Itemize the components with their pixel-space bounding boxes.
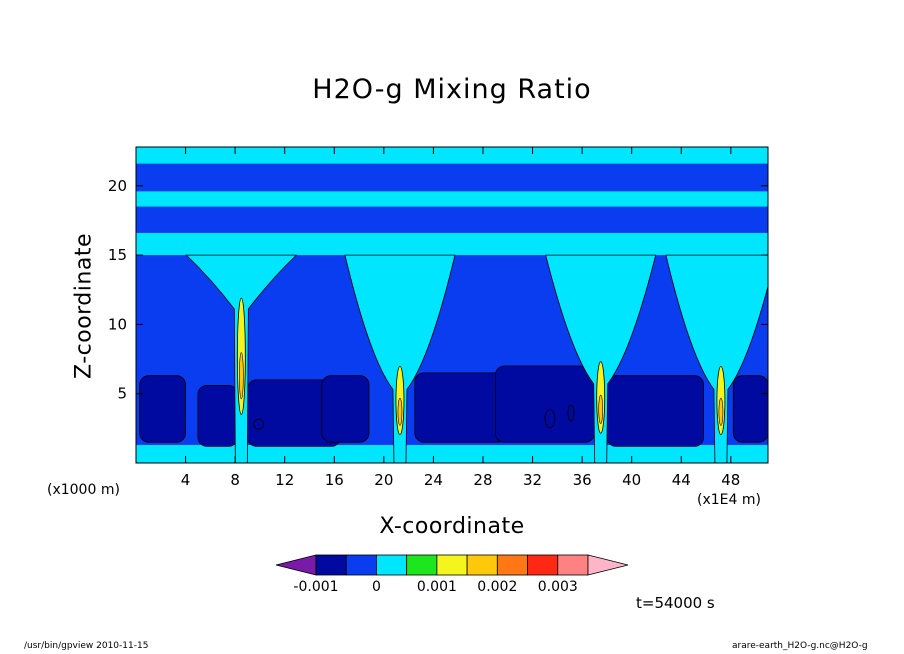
colorbar-box [496, 554, 528, 576]
colorbar: -0.001 0 0.001 0.002 0.003 [275, 554, 629, 595]
dry-core-0 [253, 418, 265, 430]
colorbar-box [466, 554, 498, 576]
column-plume-1 [344, 254, 456, 463]
dry-core-1 [544, 409, 556, 429]
column-peak-2 [598, 394, 604, 424]
x-tick-label: 44 [672, 471, 691, 489]
x-tick-label: 28 [473, 471, 492, 489]
colorbar-label: 0 [372, 579, 381, 595]
contour-field [136, 147, 768, 463]
colorbar-box [406, 554, 438, 576]
x-tick-label: 12 [275, 471, 294, 489]
dry-core-2 [567, 404, 575, 422]
x-tick-label: 24 [424, 471, 443, 489]
x-tick-label: 48 [721, 471, 740, 489]
upper-band [136, 206, 768, 233]
y-tick-label: 15 [108, 246, 127, 264]
x-tick-label: 8 [230, 471, 240, 489]
column-peak-3 [718, 397, 724, 426]
column-plume-2 [545, 254, 657, 463]
x-tick-label: 16 [325, 471, 344, 489]
column-peak-0 [239, 352, 244, 400]
x-unit-right: (x1E4 m) [697, 492, 761, 508]
lower-layer [136, 444, 768, 463]
x-tick-label: 36 [573, 471, 592, 489]
upper-band [136, 163, 768, 192]
footer-left: /usr/bin/gpview 2010-11-15 [24, 641, 149, 651]
colorbar-label: 0.001 [417, 579, 457, 595]
x-tick-label: 40 [622, 471, 641, 489]
colorbar-min-arrow [275, 554, 317, 576]
colorbar-box [376, 554, 408, 576]
y-tick-label: 5 [117, 385, 127, 403]
x-tick-label: 32 [523, 471, 542, 489]
colorbar-box [315, 554, 347, 576]
colorbar-box [345, 554, 377, 576]
chart-title: H2O-g Mixing Ratio [312, 74, 592, 105]
dry-block-3 [321, 375, 370, 443]
y-tick-label: 10 [108, 315, 127, 333]
column-peak-1 [397, 397, 403, 426]
dry-block-5 [494, 365, 595, 443]
dry-block-7 [732, 375, 768, 443]
colorbar-box [557, 554, 589, 576]
colorbar-box [527, 554, 559, 576]
colorbar-label: -0.001 [293, 579, 338, 595]
dry-block-0 [139, 375, 186, 443]
y-tick-label: 20 [108, 177, 127, 195]
column-plume-3 [665, 254, 768, 463]
plot-frame [135, 146, 769, 464]
colorbar-label: 0.003 [538, 579, 578, 595]
x-tick-label: 20 [374, 471, 393, 489]
x-axis-label: X-coordinate [379, 514, 525, 539]
dry-block-6 [606, 375, 704, 447]
upper-layer [136, 147, 768, 256]
dry-block-1 [197, 384, 239, 447]
dry-block-4 [414, 372, 509, 443]
x-unit-left: (x1000 m) [47, 482, 120, 498]
colorbar-label: 0.002 [477, 579, 517, 595]
time-label: t=54000 s [636, 594, 715, 612]
colorbar-box [436, 554, 468, 576]
footer-right: arare-earth_H2O-g.nc@H2O-g [732, 641, 868, 651]
x-tick-label: 4 [181, 471, 191, 489]
colorbar-max-arrow [587, 554, 629, 576]
